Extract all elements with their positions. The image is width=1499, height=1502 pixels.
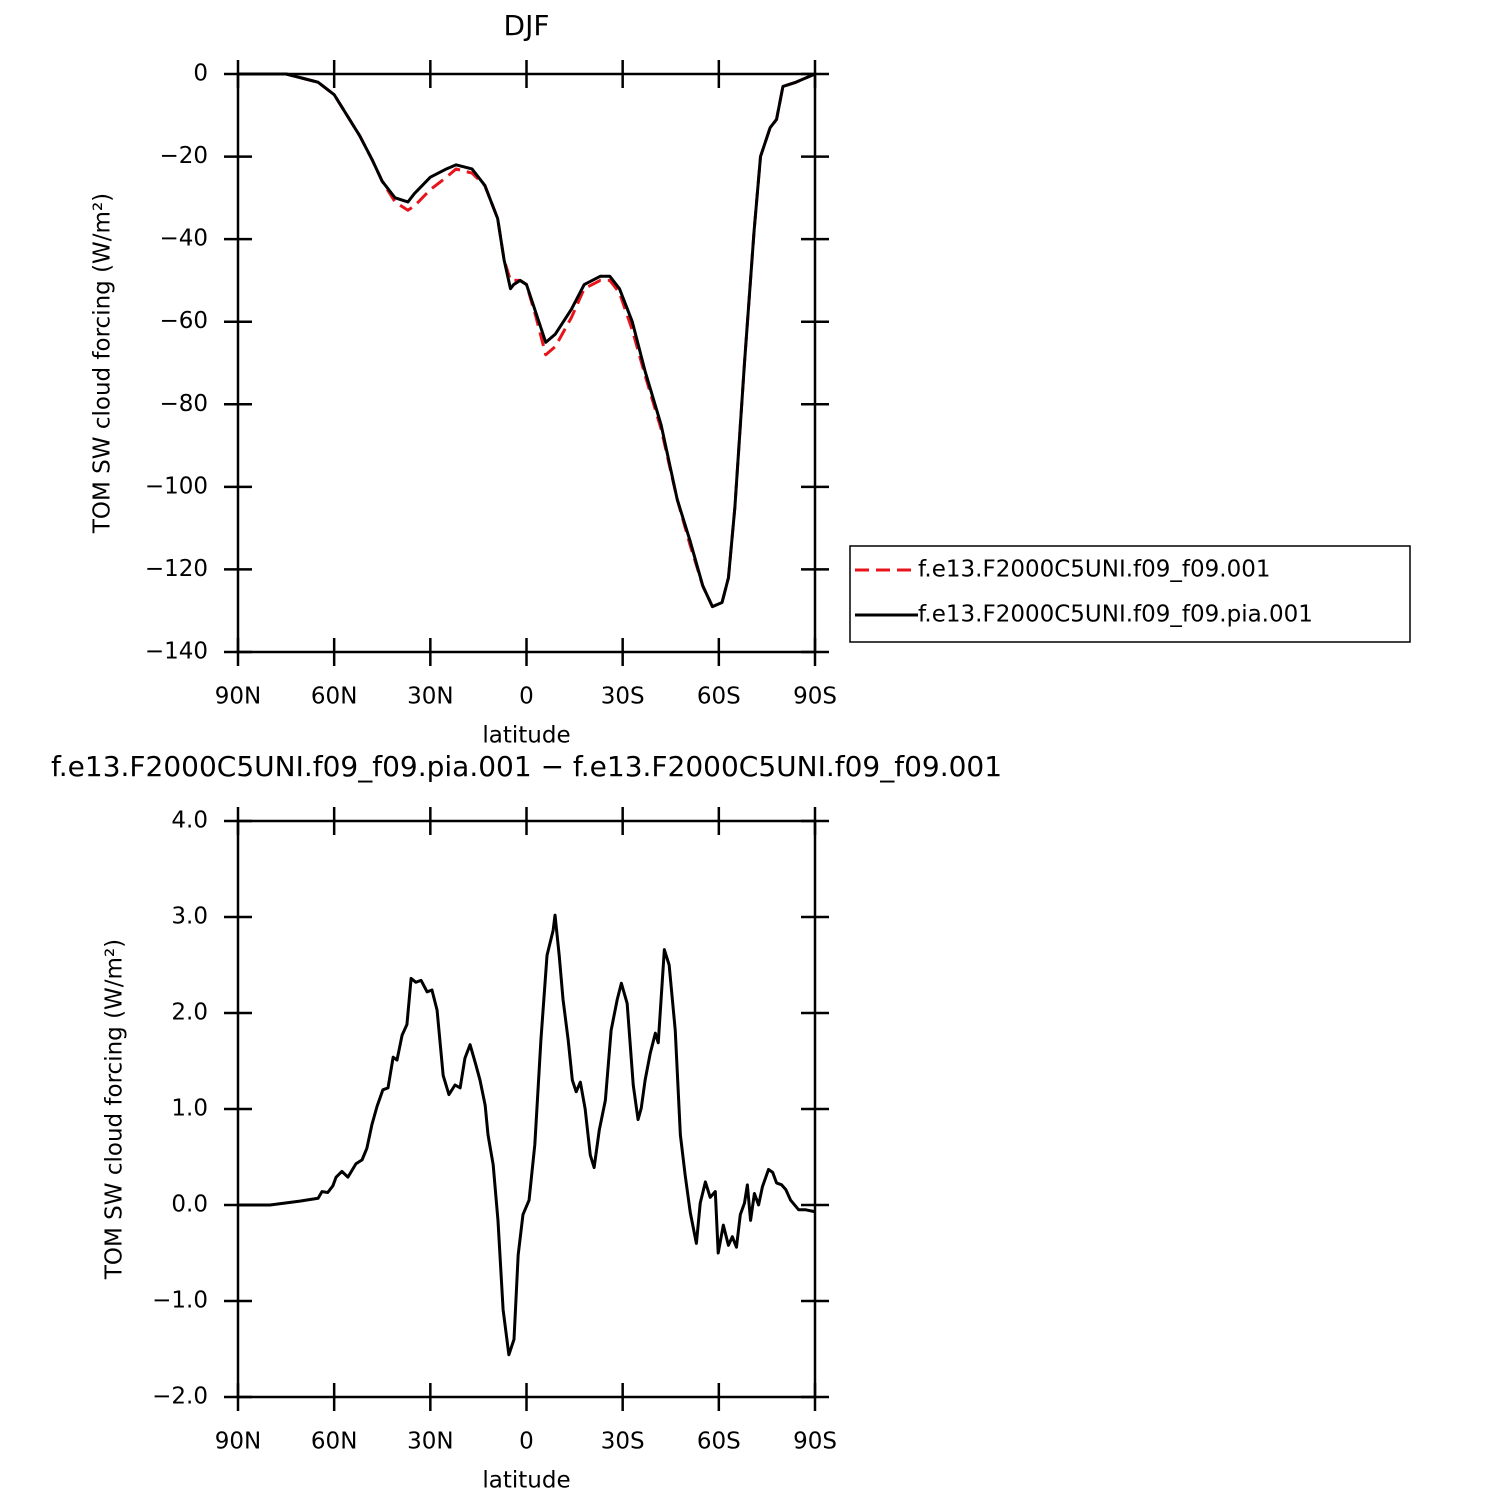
series-line	[238, 72, 816, 609]
y-tick-label: 2.0	[171, 1000, 208, 1026]
x-tick-label: 30S	[601, 684, 645, 710]
x-tick-label: 90S	[793, 684, 837, 710]
x-tick-label: 30S	[601, 1429, 645, 1455]
series-line	[238, 913, 816, 1357]
x-axis-label: latitude	[482, 723, 570, 749]
series-line	[238, 72, 816, 609]
y-axis-label: TOM SW cloud forcing (W/m²)	[90, 193, 116, 534]
x-tick-label: 30N	[407, 1429, 453, 1455]
y-tick-label: 0	[193, 61, 208, 87]
y-tick-label: −120	[145, 556, 208, 582]
y-tick-label: −140	[145, 639, 208, 665]
y-tick-label: −60	[159, 308, 208, 334]
x-tick-label: 90S	[793, 1429, 837, 1455]
x-tick-label: 90N	[215, 1429, 261, 1455]
y-tick-label: 1.0	[171, 1096, 208, 1122]
x-tick-label: 60N	[311, 684, 357, 710]
y-tick-label: −1.0	[152, 1288, 208, 1314]
chart-title: DJF	[504, 9, 550, 42]
y-tick-label: 3.0	[171, 904, 208, 930]
x-tick-label: 60S	[697, 684, 741, 710]
legend-label: f.e13.F2000C5UNI.f09_f09.001	[918, 557, 1271, 583]
y-tick-label: −40	[159, 226, 208, 252]
x-tick-label: 60N	[311, 1429, 357, 1455]
x-tick-label: 30N	[407, 684, 453, 710]
plot-frame	[236, 819, 817, 1399]
legend-box	[849, 545, 1411, 643]
x-tick-label: 0	[519, 1429, 534, 1455]
legend-label: f.e13.F2000C5UNI.f09_f09.pia.001	[918, 602, 1313, 628]
y-axis-label: TOM SW cloud forcing (W/m²)	[102, 939, 128, 1280]
x-tick-label: 0	[519, 684, 534, 710]
chart-title: f.e13.F2000C5UNI.f09_f09.pia.001 − f.e13…	[51, 750, 1002, 783]
y-tick-label: 0.0	[171, 1192, 208, 1218]
y-tick-label: 4.0	[171, 808, 208, 834]
x-tick-label: 60S	[697, 1429, 741, 1455]
y-tick-label: −2.0	[152, 1384, 208, 1410]
y-tick-label: −20	[159, 143, 208, 169]
y-tick-label: −80	[159, 391, 208, 417]
y-tick-label: −100	[145, 473, 208, 499]
x-axis-label: latitude	[482, 1468, 570, 1494]
x-tick-label: 90N	[215, 684, 261, 710]
